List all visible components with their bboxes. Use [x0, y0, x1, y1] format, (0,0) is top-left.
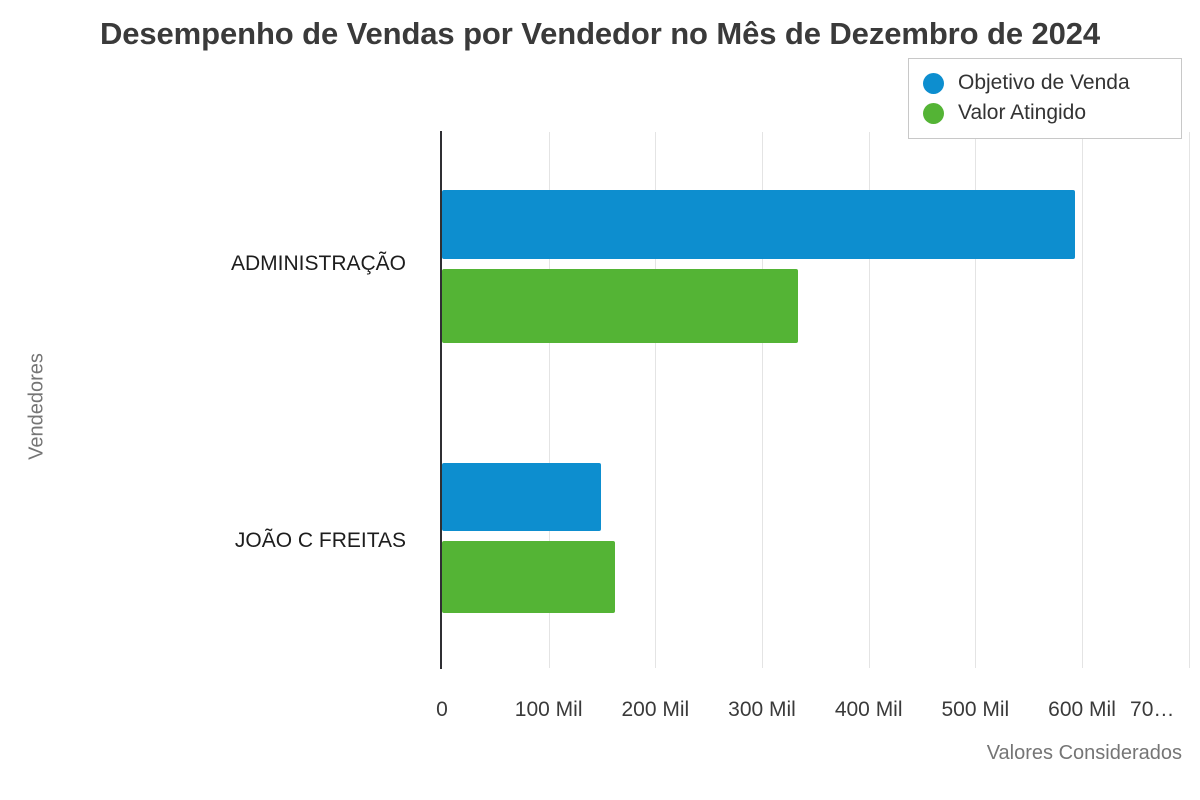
gridline	[975, 132, 977, 668]
y-axis-title: Vendedores	[25, 353, 48, 460]
x-axis-tick-label: 0	[436, 698, 448, 721]
gridline	[762, 132, 763, 668]
gridline	[868, 132, 870, 668]
y-axis-tick-label: ADMINISTRAÇÃO	[230, 252, 406, 275]
legend-circle-marker-icon	[923, 72, 944, 94]
x-axis-tick-label: 200 Mil	[621, 698, 690, 721]
bar-atingido[interactable]	[442, 541, 616, 613]
y-axis-line	[440, 131, 442, 669]
gridline	[1188, 132, 1190, 668]
gridline	[1082, 132, 1084, 668]
x-axis-tick-label: 70…	[1130, 698, 1175, 721]
bar-objetivo[interactable]	[442, 190, 1076, 259]
gridline	[655, 132, 657, 668]
legend-circle-marker-icon	[923, 102, 944, 124]
legend-item-label: Objetivo de Venda	[958, 71, 1130, 94]
legend-item[interactable]: Valor Atingido	[923, 98, 1169, 128]
bar-atingido[interactable]	[442, 269, 798, 343]
x-axis-tick-label: 300 Mil	[728, 698, 796, 721]
chart-legend[interactable]: Objetivo de Venda Valor Atingido	[908, 58, 1182, 139]
gridline	[548, 132, 550, 668]
plot-area	[442, 132, 1190, 668]
x-axis-tick-label: 600 Mil	[1048, 698, 1116, 721]
x-axis-title: Valores Considerados	[986, 742, 1182, 764]
x-axis-tick-label: 500 Mil	[941, 698, 1010, 721]
legend-item[interactable]: Objetivo de Venda	[923, 68, 1169, 98]
y-axis-tick-label: JOÃO C FREITAS	[234, 529, 406, 552]
x-axis-tick-label: 400 Mil	[834, 698, 903, 721]
bar-objetivo[interactable]	[442, 463, 601, 531]
legend-item-label: Valor Atingido	[958, 101, 1087, 124]
chart-title: Desempenho de Vendas por Vendedor no Mês…	[99, 16, 1101, 51]
x-axis-tick-label: 100 Mil	[514, 698, 583, 721]
